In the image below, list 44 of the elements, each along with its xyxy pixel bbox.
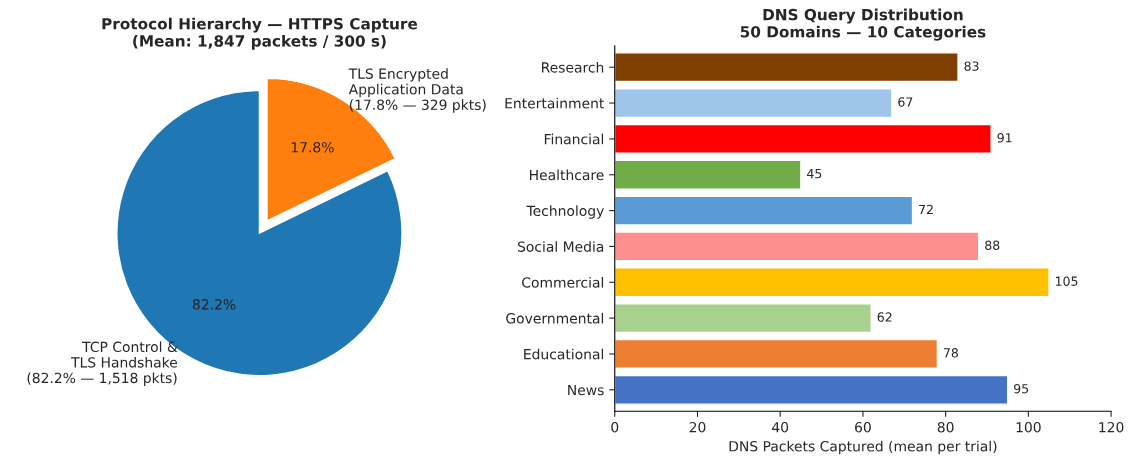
- y-tick-label: Entertainment: [505, 97, 605, 109]
- bar: [614, 303, 872, 334]
- data-label: 72: [919, 204, 933, 215]
- bar: [614, 374, 1009, 405]
- y-tick-label: Governmental: [506, 312, 604, 324]
- data-label: 105: [1055, 276, 1078, 286]
- y-tick-label: Research: [542, 61, 604, 73]
- data-label: 17.8%: [291, 141, 334, 153]
- bar: [614, 338, 939, 369]
- chart-title: Protocol Hierarchy — HTTPS Capture (Mean: 1,847 packets / 300 s): [102, 17, 418, 50]
- y-tick-label: Educational: [524, 348, 604, 360]
- bar: [614, 195, 914, 226]
- data-label: 83: [964, 61, 979, 71]
- x-tick-label: 0: [611, 421, 619, 433]
- x-axis-title: DNS Packets Captured (mean per trial): [729, 440, 997, 455]
- chart-title: DNS Query Distribution 50 Domains — 10 Categories: [740, 8, 986, 41]
- slice-label: TLS Encrypted Application Data (17.8% — 329 pkts): [348, 68, 486, 113]
- bar: [614, 159, 802, 190]
- y-tick-label: Commercial: [522, 276, 604, 288]
- bar: [614, 88, 893, 119]
- bar: [614, 267, 1050, 298]
- x-tick-label: 40: [772, 421, 789, 433]
- x-tick-label: 20: [689, 421, 706, 433]
- data-label: 91: [997, 133, 1012, 143]
- x-tick-label: 80: [937, 421, 954, 433]
- data-label: 67: [898, 97, 913, 107]
- data-label: 45: [807, 169, 822, 179]
- bar: [614, 231, 980, 262]
- x-tick-label: 100: [1016, 421, 1041, 433]
- data-label: 95: [1014, 383, 1029, 394]
- y-tick-label: News: [568, 384, 604, 396]
- y-tick-label: Technology: [526, 205, 604, 219]
- y-tick-label: Healthcare: [530, 169, 604, 181]
- bar: [614, 123, 992, 154]
- x-tick-label: 60: [855, 421, 871, 433]
- data-label: 78: [943, 348, 958, 358]
- slice-label: TCP Control & TLS Handshake (82.2% — 1,518 pkts): [27, 341, 178, 386]
- bar: [614, 52, 959, 83]
- data-label: 82.2%: [192, 299, 236, 310]
- y-tick-label: Financial: [544, 133, 604, 145]
- x-tick-label: 120: [1099, 421, 1124, 433]
- data-label: 62: [877, 312, 892, 322]
- data-label: 88: [985, 240, 1000, 251]
- y-tick-label: Social Media: [517, 241, 604, 252]
